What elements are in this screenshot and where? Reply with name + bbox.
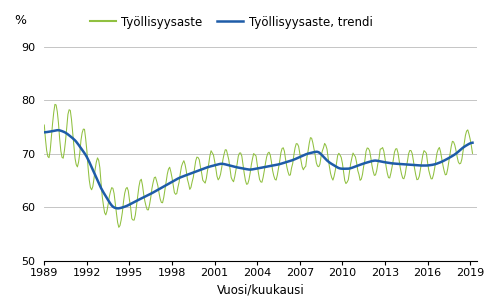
X-axis label: Vuosi/kuukausi: Vuosi/kuukausi	[217, 283, 305, 296]
Legend: Työllisyysaste, Työllisyysaste, trendi: Työllisyysaste, Työllisyysaste, trendi	[85, 11, 377, 33]
Text: %: %	[14, 14, 26, 27]
